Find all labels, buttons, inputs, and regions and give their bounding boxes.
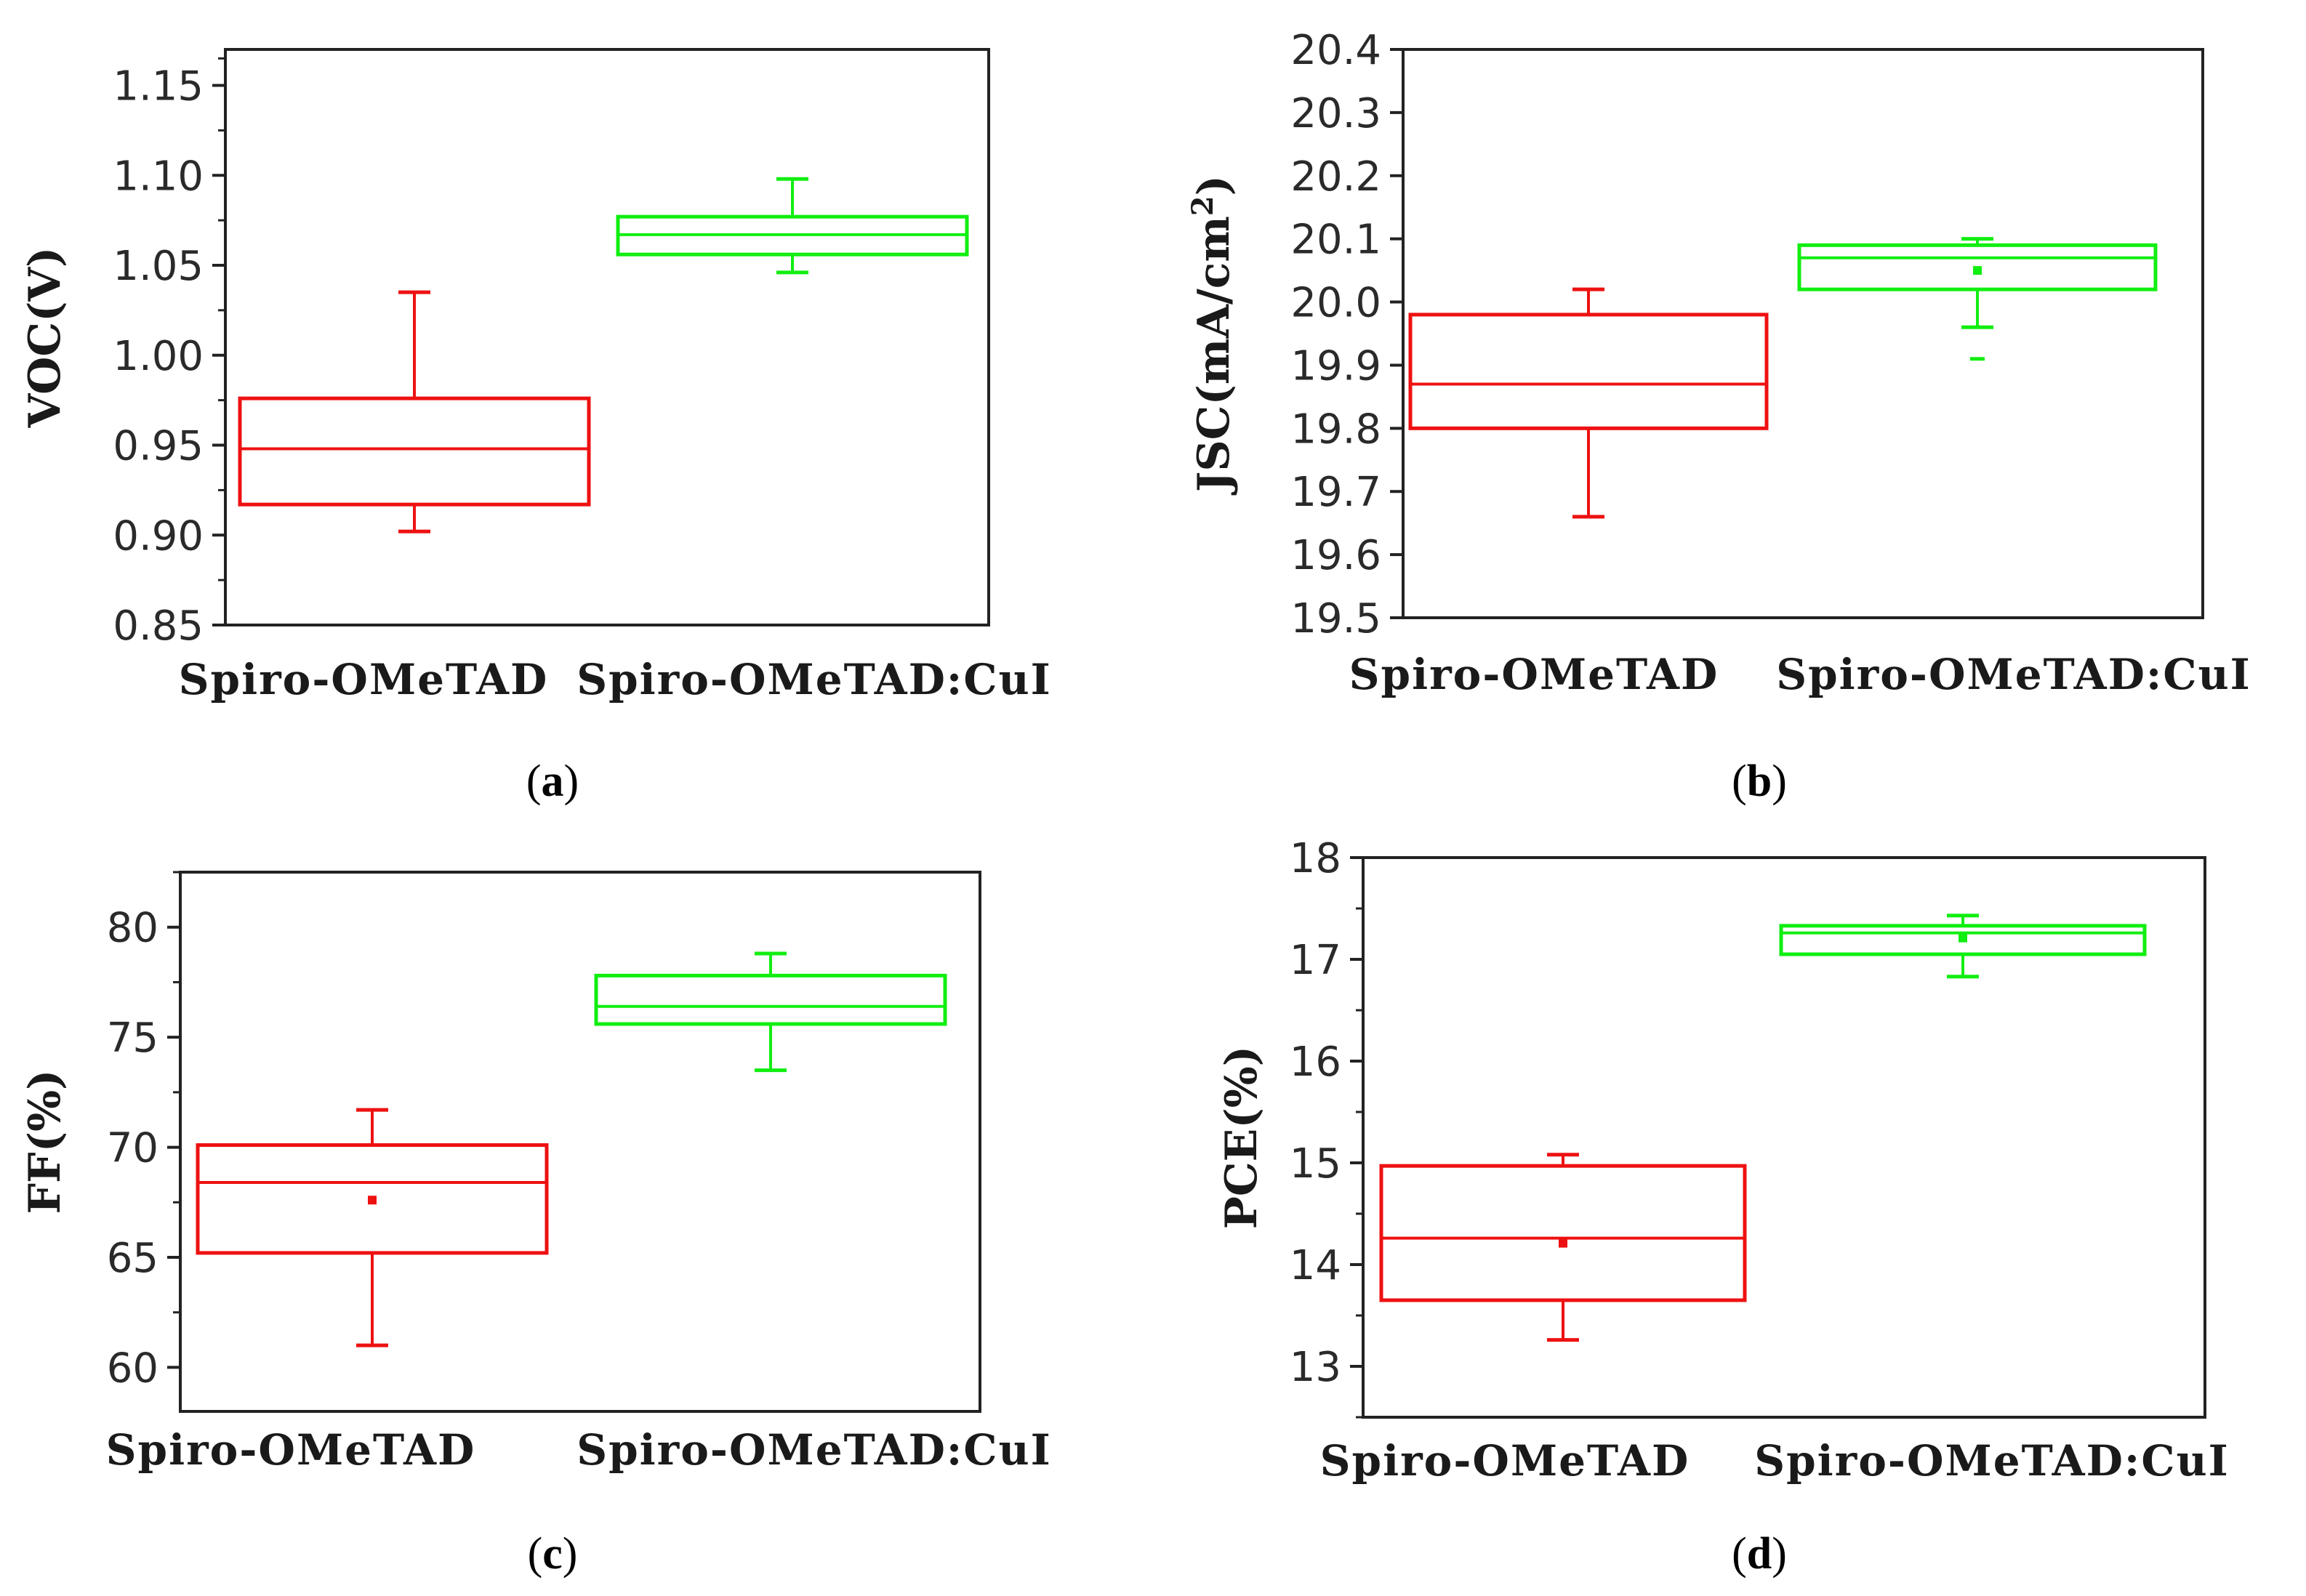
y-tick-label: 70	[107, 1125, 158, 1172]
category-label: Spiro-OMeTAD	[179, 655, 549, 704]
panel-a: 0.85 0.90 0.95 1.00 1.05 1.10 1.15 Spiro-OMeTAD…	[20, 48, 1052, 806]
y-tick-label: 15	[1290, 1140, 1341, 1188]
caption-close: )	[563, 1529, 578, 1579]
caption-letter: a	[542, 757, 564, 806]
y-tick-label: 19.9	[1290, 342, 1381, 390]
y-tick-label: 1.10	[113, 153, 204, 200]
y-tick-label: 0.95	[113, 423, 204, 470]
y-tick-label: 19.7	[1290, 469, 1381, 516]
y-tick-label: 1.15	[113, 63, 204, 110]
panel-c: 60 65 70 75 80 Spiro-OMeTAD Spiro-OMeTAD:CuI FF…	[20, 871, 1052, 1579]
caption-letter: b	[1747, 757, 1772, 806]
y-axis-title-text: FF(%)	[20, 1070, 71, 1214]
panel-d: 13 14 15 16 17 18 Spiro-OMeTAD Spiro-OMeTAD:CuI…	[1216, 835, 2230, 1579]
box-iqr	[1797, 243, 2158, 291]
caption-close: )	[1772, 757, 1787, 806]
panel-caption: (c)	[528, 1529, 578, 1579]
y-axis-title: PCE(%)	[1216, 1046, 1267, 1229]
plot-frame	[224, 48, 990, 626]
box-spiro-ometad-cui	[616, 177, 969, 275]
category-label: Spiro-OMeTAD:CuI	[576, 1425, 1052, 1475]
caption-close: )	[564, 757, 579, 806]
category-label: Spiro-OMeTAD	[1349, 650, 1719, 699]
box-iqr	[238, 396, 591, 507]
caption-open: (	[1732, 757, 1747, 806]
box-spiro-ometad-cui	[594, 951, 947, 1073]
box-iqr	[1408, 313, 1769, 430]
mean-marker	[1559, 1238, 1567, 1248]
y-axis-title-superscript: 2	[1186, 196, 1220, 216]
plot-frame	[1402, 48, 2204, 619]
box-spiro-ometad	[1379, 1153, 1747, 1342]
category-label: Spiro-OMeTAD:CuI	[576, 655, 1052, 704]
y-axis-title: FF(%)	[20, 1070, 71, 1214]
y-axis-title: JSC(mA/cm2)	[1186, 175, 1240, 496]
y-axis-title: VOC(V)	[20, 247, 71, 429]
y-tick-label: 65	[107, 1235, 158, 1282]
y-tick-label: 0.85	[113, 602, 204, 650]
y-tick-label: 18	[1290, 835, 1341, 882]
y-tick-label: 1.00	[113, 333, 204, 380]
category-label: Spiro-OMeTAD	[106, 1425, 476, 1475]
box-spiro-ometad-cui	[1797, 237, 2158, 361]
mean-marker	[1973, 266, 1982, 275]
y-tick-label: 60	[107, 1345, 158, 1392]
y-tick-label: 20.2	[1290, 153, 1381, 201]
plot-frame	[179, 871, 981, 1413]
plot-frame	[1362, 856, 2206, 1419]
y-tick-label: 20.4	[1290, 27, 1381, 74]
y-tick-label: 80	[107, 905, 158, 952]
panel-caption: (b)	[1732, 757, 1787, 806]
y-tick-label: 16	[1290, 1039, 1341, 1086]
box-spiro-ometad-cui	[1779, 914, 2147, 979]
caption-letter: c	[542, 1529, 563, 1579]
y-tick-label: 20.0	[1290, 280, 1381, 327]
y-tick-label: 0.90	[113, 512, 204, 560]
box-spiro-ometad	[1408, 287, 1769, 519]
y-tick-label: 20.1	[1290, 217, 1381, 264]
y-tick-label: 20.3	[1290, 90, 1381, 137]
panel-b: 19.5 19.6 19.7 19.8 19.9 20.0 20.1 20.2 20.3 20.4…	[1186, 27, 2251, 806]
panel-caption: (d)	[1732, 1529, 1787, 1579]
y-tick-label: 19.6	[1290, 532, 1381, 579]
caption-open: (	[526, 757, 542, 806]
y-tick-label: 75	[107, 1015, 158, 1062]
box-iqr	[1379, 1164, 1747, 1302]
y-axis-title-text: VOC(V)	[20, 247, 71, 429]
y-axis-title-text: PCE(%)	[1216, 1046, 1267, 1229]
y-axis-title-text: JSC(mA/cm	[1189, 216, 1240, 496]
caption-close: )	[1772, 1529, 1787, 1579]
y-tick-label: 13	[1290, 1344, 1341, 1391]
caption-letter: d	[1747, 1529, 1772, 1579]
panel-caption: (a)	[526, 757, 579, 806]
y-tick-label: 19.8	[1290, 406, 1381, 453]
box-spiro-ometad	[196, 1108, 549, 1347]
y-tick-label: 19.5	[1290, 595, 1381, 642]
y-tick-label: 1.05	[113, 243, 204, 290]
y-axis-title-tail: )	[1189, 175, 1240, 196]
box-iqr	[594, 973, 947, 1026]
category-label: Spiro-OMeTAD	[1320, 1436, 1690, 1486]
caption-open: (	[528, 1529, 543, 1579]
y-tick-label: 17	[1290, 937, 1341, 984]
caption-open: (	[1732, 1529, 1747, 1579]
mean-marker	[368, 1196, 377, 1205]
box-spiro-ometad	[238, 290, 591, 533]
category-label: Spiro-OMeTAD:CuI	[1776, 650, 2251, 699]
category-label: Spiro-OMeTAD:CuI	[1754, 1436, 2230, 1486]
mean-marker	[1959, 933, 1967, 943]
y-tick-label: 14	[1290, 1242, 1341, 1289]
